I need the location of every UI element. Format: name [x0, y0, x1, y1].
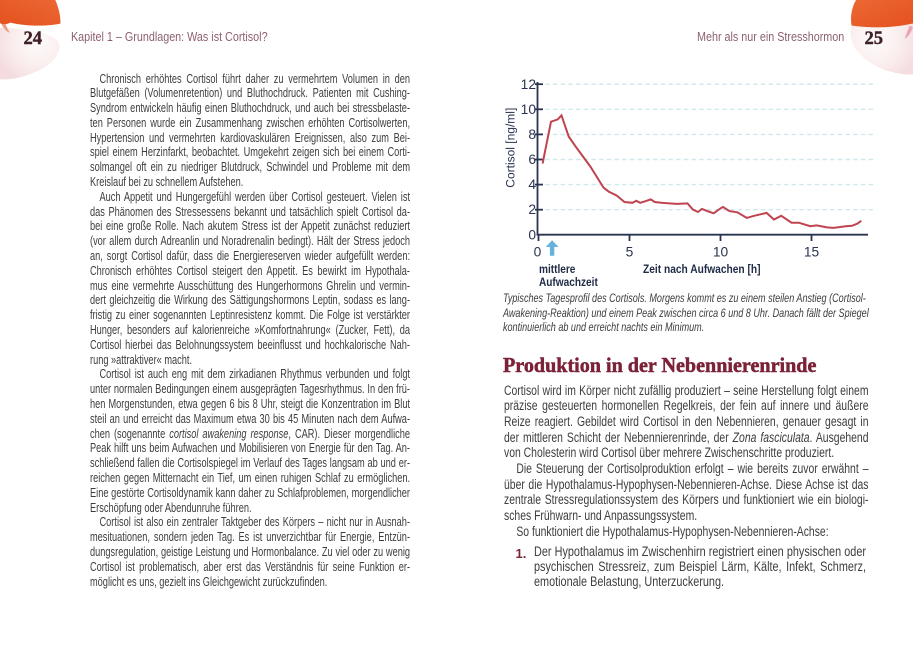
svg-text:10: 10: [521, 102, 537, 117]
svg-text:15: 15: [804, 245, 820, 260]
svg-text:2: 2: [528, 202, 536, 217]
svg-text:10: 10: [713, 245, 729, 260]
svg-text:0: 0: [534, 245, 542, 260]
svg-text:0: 0: [528, 228, 536, 243]
svg-text:6: 6: [528, 152, 536, 167]
svg-text:8: 8: [528, 127, 536, 142]
svg-text:4: 4: [528, 177, 536, 192]
svg-text:12: 12: [521, 77, 536, 92]
svg-text:5: 5: [626, 245, 634, 260]
svg-text:Cortisol [ng/ml]: Cortisol [ng/ml]: [504, 108, 518, 188]
